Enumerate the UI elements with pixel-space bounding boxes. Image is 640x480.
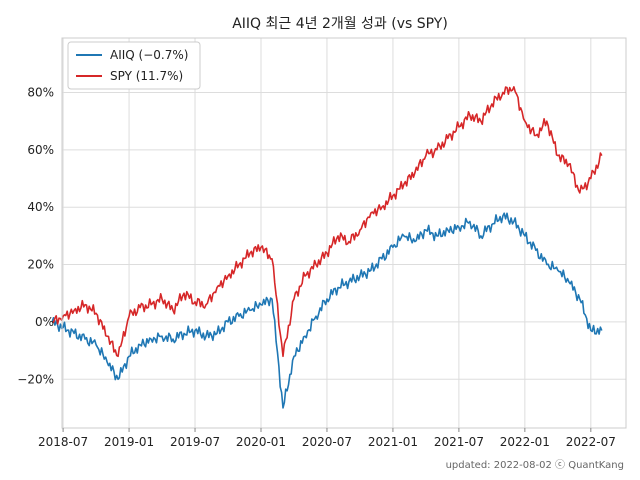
x-tick-label: 2022-07 — [566, 435, 616, 449]
legend-box — [67, 41, 201, 90]
legend-label-aiiq: AIIQ (−0.7%) — [110, 48, 188, 62]
series-layer — [51, 86, 603, 409]
x-tick-label: 2020-01 — [236, 435, 286, 449]
series-line-spy — [51, 86, 603, 358]
x-axis-ticks: 2018-07 2019-01 2019-07 2020-01 2020-07 2021-… — [38, 428, 616, 449]
y-tick-label: 40% — [27, 200, 54, 214]
y-tick-label: 60% — [27, 143, 54, 157]
x-tick-label: 2019-07 — [170, 435, 220, 449]
y-tick-label: 20% — [27, 258, 54, 272]
y-axis-ticks: −20% 0% 20% 40% 60% 80% — [17, 85, 54, 386]
x-tick-label: 2022-01 — [500, 435, 550, 449]
y-tick-label: −20% — [17, 372, 54, 386]
series-line-aiiq — [51, 212, 603, 409]
x-tick-label: 2018-07 — [38, 435, 88, 449]
x-tick-label: 2019-01 — [104, 435, 154, 449]
x-tick-label: 2020-07 — [302, 435, 352, 449]
x-tick-label: 2021-01 — [368, 435, 418, 449]
y-tick-label: 80% — [27, 85, 54, 99]
x-tick-label: 2021-07 — [434, 435, 484, 449]
grid — [62, 38, 626, 428]
footer-updated: updated: 2022-08-02 ⓒ QuantKang — [446, 459, 624, 471]
plot-frame — [61, 37, 627, 429]
chart-title: AIIQ 최근 4년 2개월 성과 (vs SPY) — [232, 16, 448, 32]
legend-label-spy: SPY (11.7%) — [110, 69, 183, 83]
y-tick-label: 0% — [35, 315, 54, 329]
legend: AIIQ (−0.7%) SPY (11.7%) — [67, 41, 201, 90]
